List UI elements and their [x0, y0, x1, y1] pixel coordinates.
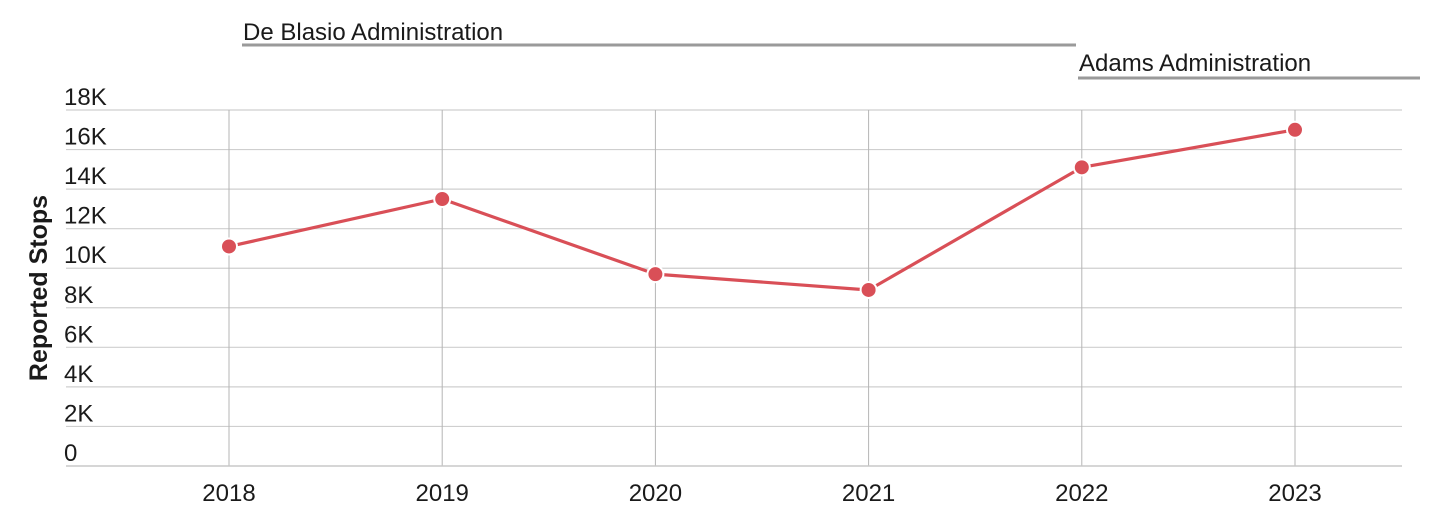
y-tick-label: 8K: [64, 282, 93, 309]
x-tick-label: 2018: [202, 480, 255, 507]
y-tick-label: 4K: [64, 361, 93, 388]
administration-annotations: De Blasio Administration Adams Administra…: [242, 19, 1420, 80]
data-point: [1072, 158, 1091, 177]
horizontal-gridlines: [66, 109, 1402, 428]
y-tick-label: 2K: [64, 400, 93, 427]
y-axis-tick-labels: 0 2K 4K 6K 8K 10K 12K 14K 16K 18K: [64, 84, 107, 467]
y-tick-label: 14K: [64, 163, 107, 190]
series-layer: [220, 120, 1304, 299]
y-axis-title: Reported Stops: [25, 195, 53, 381]
data-point: [1286, 120, 1304, 139]
vertical-gridlines: [228, 110, 1296, 466]
x-tick-label: 2021: [842, 480, 895, 507]
y-tick-label: 10K: [64, 242, 107, 269]
x-axis-tick-labels: 2018 2019 2020 2021 2022 2023: [202, 480, 1321, 507]
data-point: [220, 237, 238, 256]
x-tick-label: 2022: [1055, 480, 1108, 507]
annotation-label: Adams Administration: [1079, 50, 1311, 77]
x-tick-label: 2023: [1268, 480, 1321, 507]
annotation-label: De Blasio Administration: [243, 19, 503, 46]
y-tick-label: 18K: [64, 84, 107, 111]
series-line: [227, 128, 1297, 292]
data-point: [433, 190, 452, 208]
y-tick-label: 16K: [64, 124, 107, 151]
y-tick-label: 12K: [64, 203, 107, 230]
data-point: [646, 265, 665, 284]
x-tick-label: 2019: [416, 480, 469, 507]
y-tick-label: 0: [64, 440, 77, 467]
data-point: [859, 280, 878, 299]
x-tick-label: 2020: [629, 480, 682, 507]
y-tick-label: 6K: [64, 321, 93, 348]
